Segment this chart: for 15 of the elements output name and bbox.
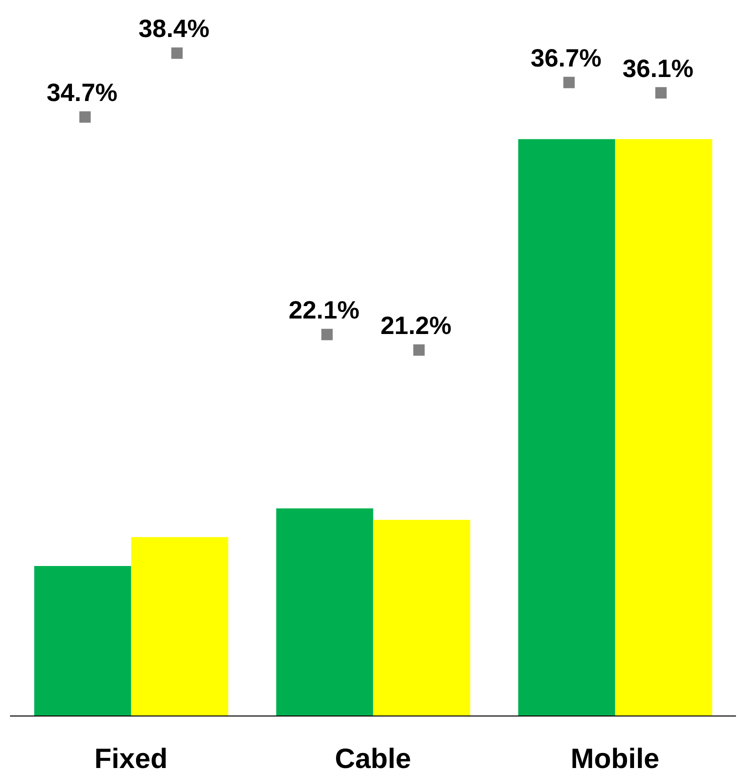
data-label: 34.7% [46,79,118,107]
data-label: 22.1% [288,296,360,325]
bar [34,566,132,716]
x-tick-label: Cable [334,742,412,774]
bar [131,537,228,716]
x-tick-label: Mobile [570,742,660,774]
data-label: 21.2% [380,312,452,340]
data-label: 36.1% [622,54,694,83]
bar [373,520,470,716]
data-label: 36.7% [530,44,602,72]
bar [518,139,616,716]
bar [276,508,374,716]
bar [615,139,712,716]
data-label: 38.4% [138,15,210,44]
x-tick-label: Fixed [94,742,168,774]
